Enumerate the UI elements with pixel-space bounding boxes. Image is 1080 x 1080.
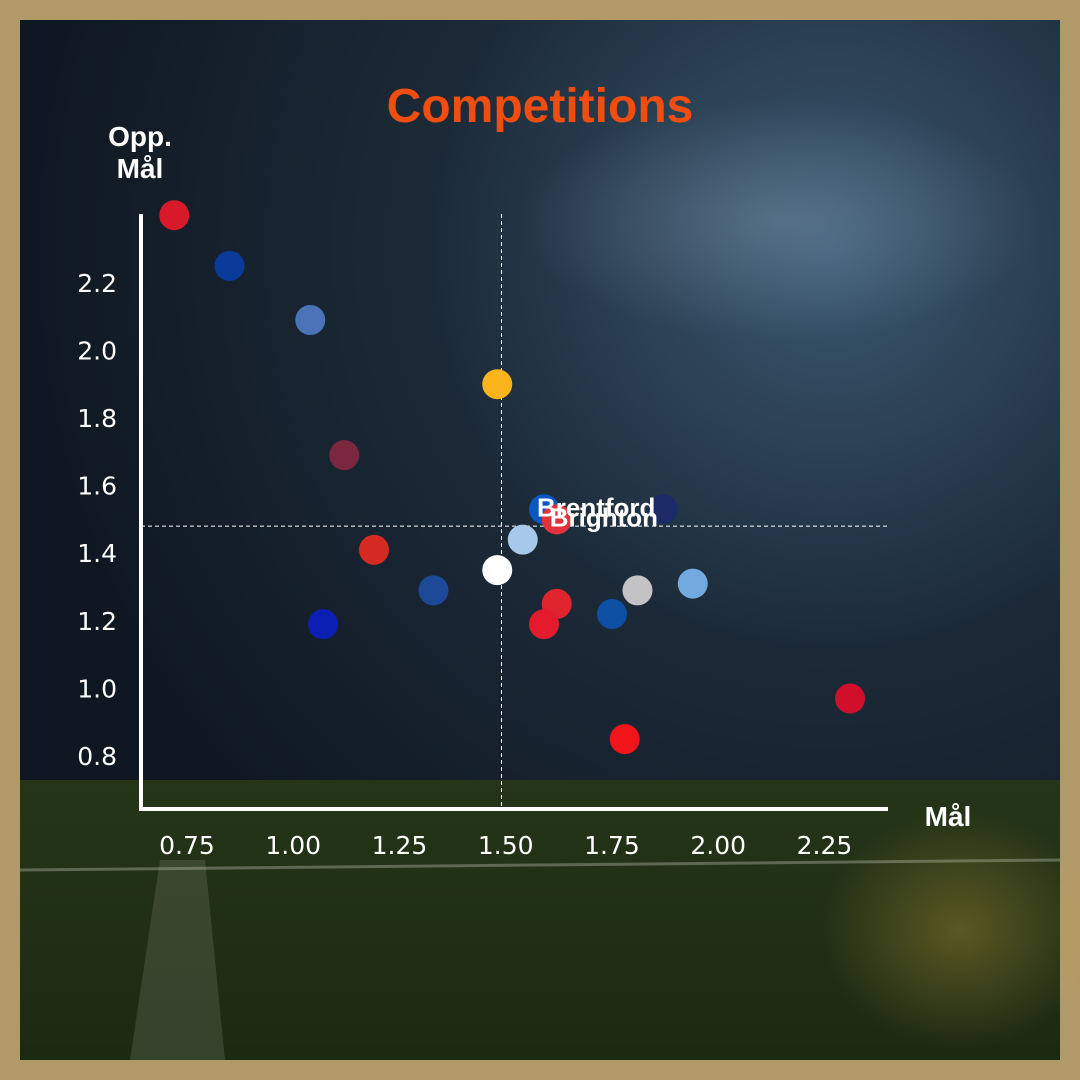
y-tick-label: 1.4 (77, 539, 117, 568)
x-axis-label: Mål (925, 801, 972, 832)
x-tick-label: 1.00 (265, 831, 321, 860)
data-point (295, 304, 326, 335)
data-point (359, 534, 389, 565)
x-tick-label: 1.75 (584, 831, 640, 860)
data-point (541, 504, 572, 535)
point-label: Brighton (550, 502, 658, 532)
data-point (609, 724, 640, 755)
x-tick-label: 2.25 (797, 831, 853, 860)
y-tick-label: 1.2 (77, 607, 117, 636)
data-point (308, 609, 338, 640)
data-point (482, 369, 513, 400)
y-axis-label-line2: Mål (117, 153, 164, 184)
y-axis-label-line1: Opp. (108, 121, 172, 152)
data-point (214, 250, 245, 281)
x-tick-label: 2.00 (690, 831, 746, 860)
background-decor (19, 100, 1080, 1060)
data-point (159, 200, 190, 231)
data-point (329, 440, 360, 471)
axes (139, 214, 888, 811)
data-points (159, 200, 865, 755)
point-label: Brentford (537, 492, 655, 522)
data-point (507, 524, 538, 555)
data-point (482, 555, 513, 586)
x-tick-label: 1.25 (372, 831, 428, 860)
x-tick-label: 0.75 (159, 831, 215, 860)
data-point (418, 575, 449, 606)
chart-title: Competitions (387, 80, 694, 133)
data-point (597, 599, 627, 630)
data-point (677, 568, 708, 599)
data-point (648, 494, 678, 525)
data-point (529, 609, 559, 640)
y-tick-label: 1.6 (77, 472, 117, 501)
y-tick-label: 1.0 (77, 674, 117, 703)
y-tick-label: 1.8 (77, 404, 117, 433)
y-tick-label: 2.0 (77, 336, 117, 365)
data-point (835, 683, 865, 714)
y-tick-label: 2.2 (77, 269, 117, 298)
x-tick-label: 1.50 (478, 831, 534, 860)
tick-labels: 0.75 1.00 1.25 1.50 1.75 2.00 2.25 0.8 1.0 1.2 1.4… (77, 269, 852, 860)
y-tick-label: 0.8 (77, 742, 117, 771)
data-point (622, 575, 653, 606)
